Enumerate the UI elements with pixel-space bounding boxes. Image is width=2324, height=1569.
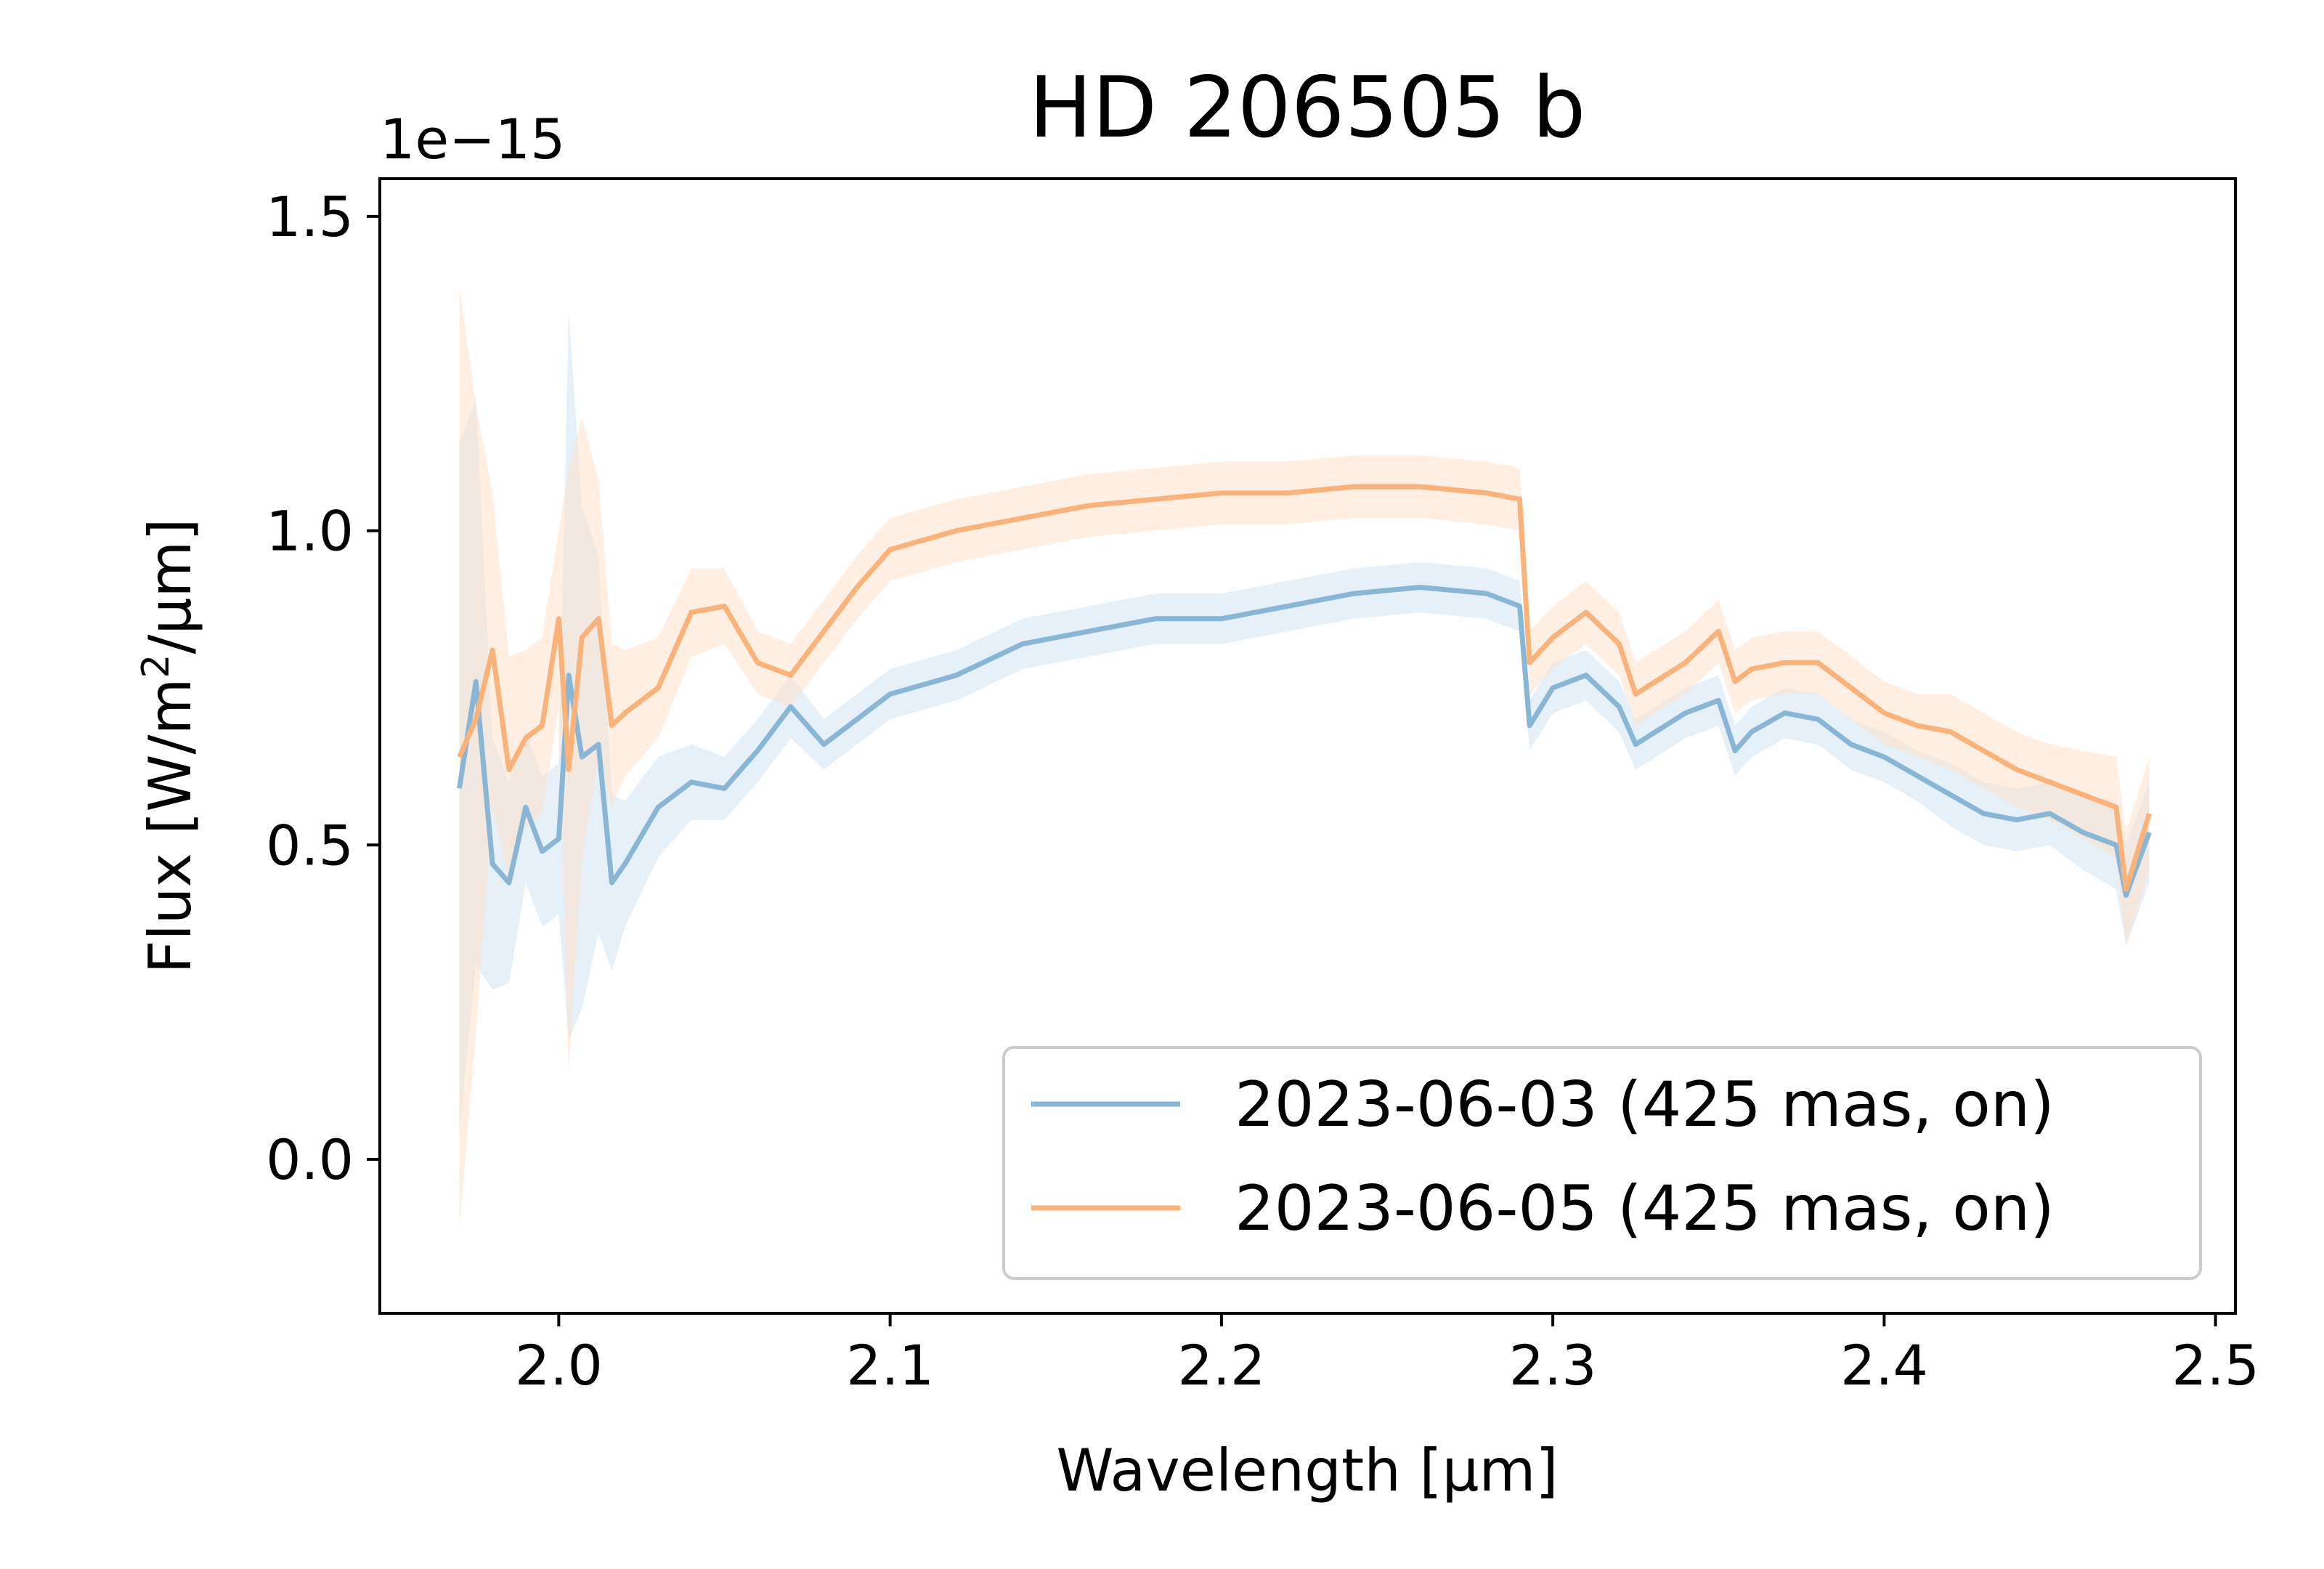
- legend-label-series-1: 2023-06-03 (425 mas, on): [1235, 1069, 2055, 1141]
- error-band-series-1: [459, 310, 2150, 1135]
- legend-label-series-2: 2023-06-05 (425 mas, on): [1235, 1172, 2055, 1245]
- x-tick-label: 2.4: [1840, 1333, 1928, 1398]
- y-axis-label-main: Flux [W/m: [137, 678, 204, 974]
- series-lines: [457, 484, 2152, 898]
- x-tick-label: 2.2: [1177, 1333, 1265, 1398]
- y-tick-label: 1.5: [266, 185, 354, 249]
- y-tick-label: 0.5: [266, 813, 354, 877]
- x-tick-label: 2.3: [1509, 1333, 1597, 1398]
- error-band-series-2: [459, 285, 2150, 1229]
- x-tick-label: 2.5: [2171, 1333, 2259, 1398]
- error-bands: [459, 285, 2150, 1229]
- y-tick-label: 0.0: [266, 1127, 354, 1192]
- x-axis-label: Wavelength [µm]: [1056, 1437, 1558, 1504]
- series-line-1: [457, 585, 2152, 898]
- x-tick-label: 2.1: [846, 1333, 934, 1398]
- legend: 2023-06-03 (425 mas, on) 2023-06-05 (425…: [1002, 1046, 2202, 1280]
- plot-frame: [378, 177, 2237, 1315]
- y-axis-label: Flux [W/m2/µm]: [134, 518, 204, 973]
- legend-box: [1002, 1046, 2202, 1280]
- x-tick-label: 2.0: [515, 1333, 603, 1398]
- chart-title: HD 206505 b: [1029, 59, 1586, 157]
- series-line-2: [457, 484, 2152, 892]
- y-axis-label-tail: /µm]: [137, 518, 204, 654]
- y-tick-label: 1.0: [266, 499, 354, 564]
- y-axis: 0.0 0.5 1.0 1.5: [266, 185, 380, 1192]
- x-axis: 2.0 2.1 2.2 2.3 2.4 2.5: [515, 1313, 2259, 1398]
- y-axis-label-superscript: 2: [134, 654, 178, 678]
- y-offset-label: 1e−15: [380, 107, 566, 171]
